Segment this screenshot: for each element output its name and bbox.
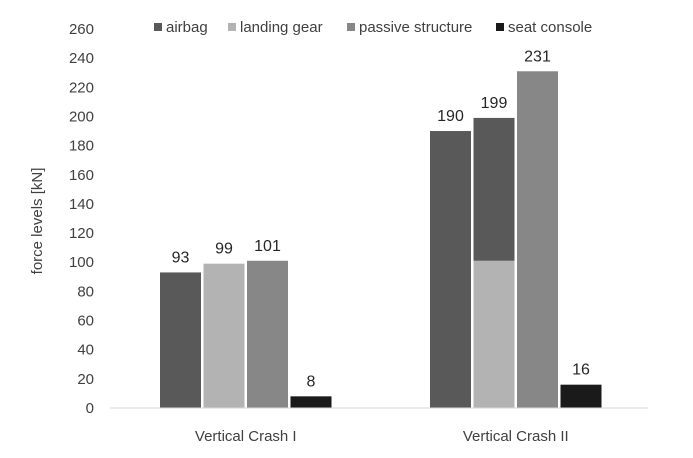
data-label: 99 xyxy=(215,241,233,258)
legend-swatch xyxy=(154,23,162,31)
bar-airbag xyxy=(430,131,471,409)
bar-seat-console xyxy=(560,384,602,408)
y-tick-label: 60 xyxy=(77,313,94,330)
bar-passive-structure xyxy=(247,260,288,408)
data-label: 16 xyxy=(572,362,590,379)
y-tick-label: 40 xyxy=(77,342,94,359)
y-tick-label: 240 xyxy=(69,50,94,67)
y-tick-label: 120 xyxy=(69,225,94,242)
legend: airbag landing gear passive structure seat … xyxy=(154,19,592,36)
legend-label: airbag xyxy=(166,19,208,36)
data-label: 93 xyxy=(172,249,190,266)
y-tick-label: 100 xyxy=(69,254,94,271)
bar-passive-structure xyxy=(517,71,558,409)
bar-airbag xyxy=(160,272,201,408)
legend-label: seat console xyxy=(508,19,592,36)
y-axis-title: force levels [kN] xyxy=(29,168,46,275)
y-tick-label: 260 xyxy=(69,21,94,38)
data-labels: 93 99 101 8 190 199 231 16 xyxy=(172,48,590,390)
legend-label: landing gear xyxy=(240,19,323,36)
data-label: 190 xyxy=(437,108,464,125)
y-tick-label: 0 xyxy=(86,400,94,417)
x-axis-categories: Vertical Crash I Vertical Crash II xyxy=(195,428,569,445)
data-label: 8 xyxy=(307,373,316,390)
y-tick-label: 200 xyxy=(69,108,94,125)
bar-seat-console xyxy=(290,396,332,408)
y-tick-label: 80 xyxy=(77,283,94,300)
data-label: 231 xyxy=(524,48,551,65)
bar-landing-gear xyxy=(203,263,245,408)
bar-airbag-stack-segment xyxy=(473,117,515,261)
y-tick-label: 20 xyxy=(77,371,94,388)
y-axis-ticks: 0 20 40 60 80 100 120 140 160 180 200 220 240 260 xyxy=(69,21,94,417)
x-category-label: Vertical Crash II xyxy=(463,428,569,445)
y-tick-label: 180 xyxy=(69,138,94,155)
data-label: 101 xyxy=(254,238,281,255)
bars xyxy=(160,71,602,409)
y-tick-label: 220 xyxy=(69,79,94,96)
y-tick-label: 140 xyxy=(69,196,94,213)
data-label: 199 xyxy=(481,95,508,112)
y-tick-label: 160 xyxy=(69,167,94,184)
legend-swatch xyxy=(496,23,504,31)
x-category-label: Vertical Crash I xyxy=(195,428,297,445)
legend-swatch xyxy=(228,23,236,31)
legend-swatch xyxy=(347,23,355,31)
legend-label: passive structure xyxy=(359,19,472,36)
bar-landing-gear-stack-segment xyxy=(473,260,515,408)
